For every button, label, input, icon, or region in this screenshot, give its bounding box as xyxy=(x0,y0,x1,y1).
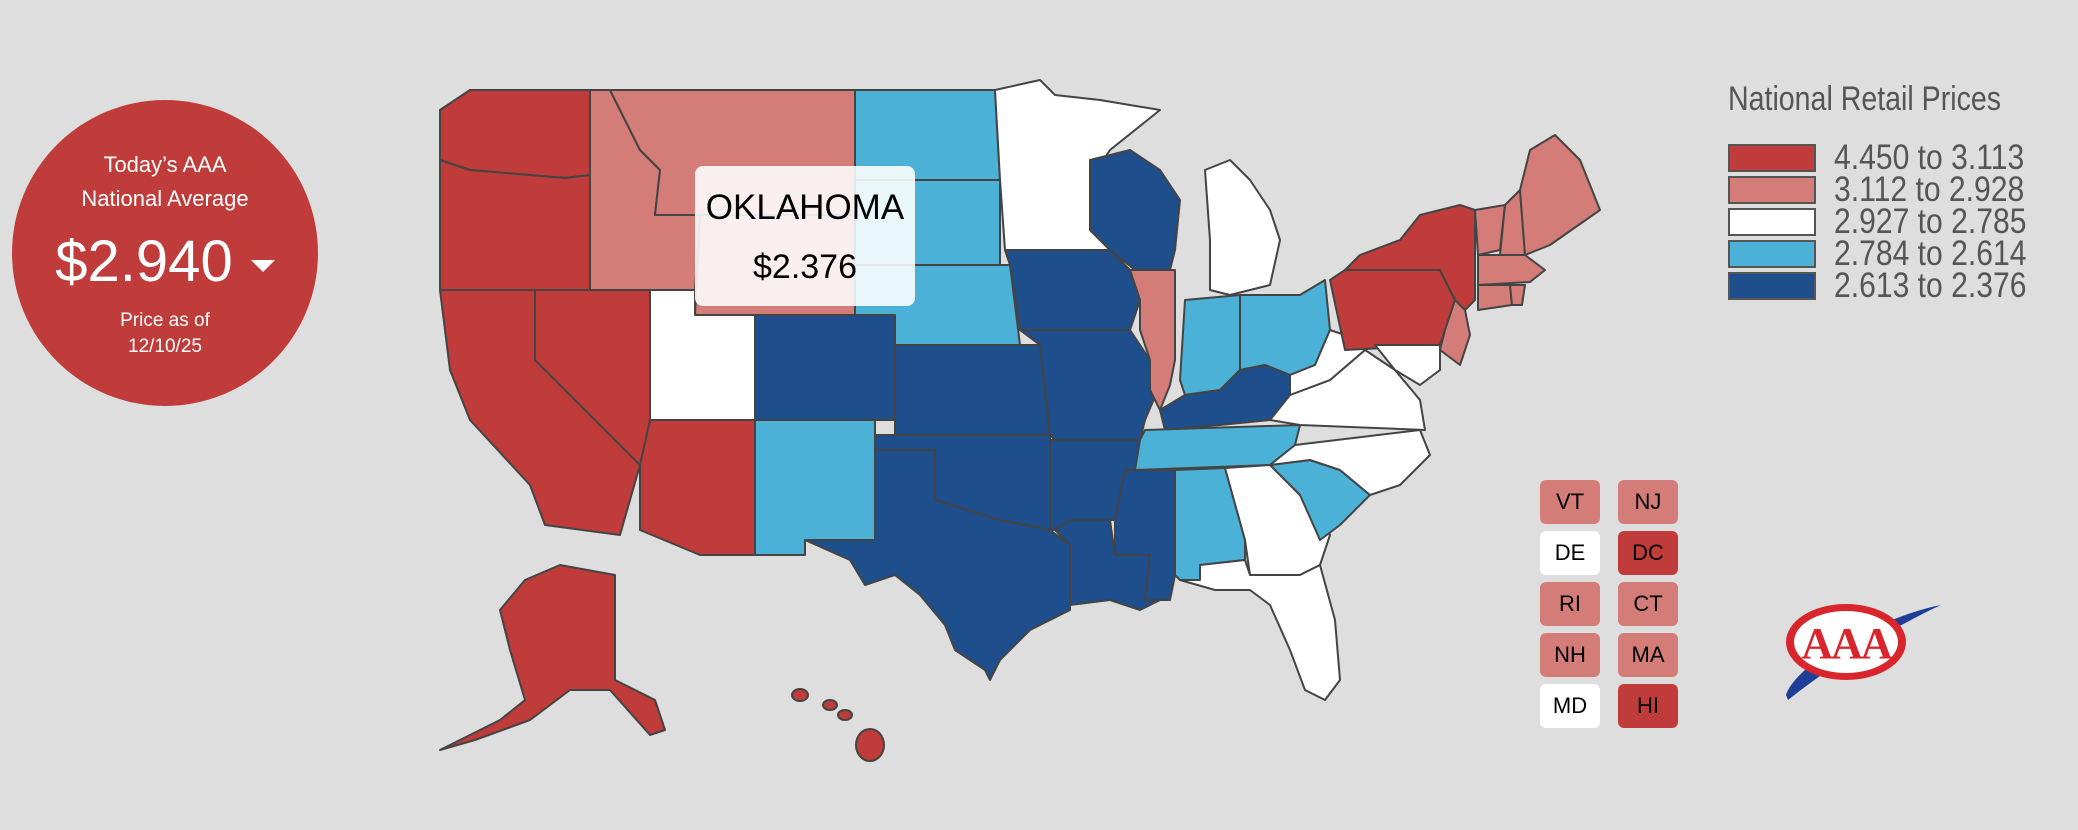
state-chip-dc[interactable]: DC xyxy=(1618,531,1678,575)
tooltip-state-name: OKLAHOMA xyxy=(705,188,905,227)
state-chip-vt[interactable]: VT xyxy=(1540,480,1600,524)
state-new-mexico[interactable] xyxy=(754,419,876,556)
legend-swatch xyxy=(1728,240,1816,268)
state-maine[interactable] xyxy=(1519,134,1601,256)
aaa-logo: AAA xyxy=(1786,604,1941,700)
state-chip-hi[interactable]: HI xyxy=(1618,684,1678,728)
legend-swatch xyxy=(1728,272,1816,300)
state-tooltip: OKLAHOMA $2.376 xyxy=(695,166,915,306)
state-colorado[interactable] xyxy=(754,314,896,421)
state-chip-ma[interactable]: MA xyxy=(1618,633,1678,677)
legend-swatch xyxy=(1728,208,1816,236)
state-connecticut[interactable] xyxy=(1477,284,1513,311)
state-chip-nj[interactable]: NJ xyxy=(1618,480,1678,524)
national-average-badge: Today’s AAA National Average $2.940 Pric… xyxy=(12,100,318,406)
state-new-jersey[interactable] xyxy=(1439,299,1471,366)
state-oregon[interactable] xyxy=(439,159,591,291)
state-chip-ct[interactable]: CT xyxy=(1618,582,1678,626)
state-rhode-island[interactable] xyxy=(1509,284,1526,306)
price-date: Price as of 12/10/25 xyxy=(12,308,318,360)
us-gas-price-map xyxy=(439,79,1601,762)
state-kansas[interactable] xyxy=(894,344,1051,436)
state-pennsylvania[interactable] xyxy=(1329,269,1456,351)
legend-swatch xyxy=(1728,144,1816,172)
state-alaska[interactable] xyxy=(439,564,666,751)
state-michigan[interactable] xyxy=(1204,159,1281,296)
state-hawaii[interactable] xyxy=(791,688,885,762)
legend-label: 2.613 to 2.376 xyxy=(1834,266,2027,305)
aaa-logo-text: AAA xyxy=(1801,619,1893,668)
state-chip-ri[interactable]: RI xyxy=(1540,582,1600,626)
state-wisconsin[interactable] xyxy=(1089,149,1181,271)
legend-label: 2.927 to 2.785 xyxy=(1834,202,2027,241)
price-date-label: Price as of xyxy=(120,310,210,331)
state-texas[interactable] xyxy=(804,449,1071,681)
legend-label: 2.784 to 2.614 xyxy=(1834,234,2027,273)
legend-label: 4.450 to 3.113 xyxy=(1834,138,2025,177)
state-arizona[interactable] xyxy=(639,419,756,556)
state-florida[interactable] xyxy=(1179,559,1341,701)
trend-down-arrow-icon xyxy=(250,259,275,272)
national-average-price: $2.940 xyxy=(55,229,233,294)
state-iowa[interactable] xyxy=(1004,249,1141,331)
legend-swatch xyxy=(1728,176,1816,204)
state-illinois[interactable] xyxy=(1129,269,1176,411)
legend-label: 3.112 to 2.928 xyxy=(1834,170,2025,209)
state-north-carolina[interactable] xyxy=(1269,429,1431,496)
national-average-heading: Today’s AAA National Average xyxy=(12,148,318,216)
state-missouri[interactable] xyxy=(1019,329,1161,441)
national-average-heading-line1: Today’s AAA xyxy=(103,152,227,177)
legend-title: National Retail Prices xyxy=(1728,80,2002,118)
state-chip-nh[interactable]: NH xyxy=(1540,633,1600,677)
state-chip-md[interactable]: MD xyxy=(1540,684,1600,728)
price-date-value: 12/10/25 xyxy=(128,336,202,357)
state-chip-de[interactable]: DE xyxy=(1540,531,1600,575)
state-massachusetts[interactable] xyxy=(1477,254,1546,286)
state-washington[interactable] xyxy=(439,89,591,179)
national-average-value-row: $2.940 xyxy=(12,228,318,295)
tooltip-state-price: $2.376 xyxy=(753,248,857,286)
national-average-heading-line2: National Average xyxy=(81,186,249,211)
price-legend: National Retail Prices xyxy=(1728,80,2053,119)
state-maryland[interactable] xyxy=(1374,344,1441,386)
